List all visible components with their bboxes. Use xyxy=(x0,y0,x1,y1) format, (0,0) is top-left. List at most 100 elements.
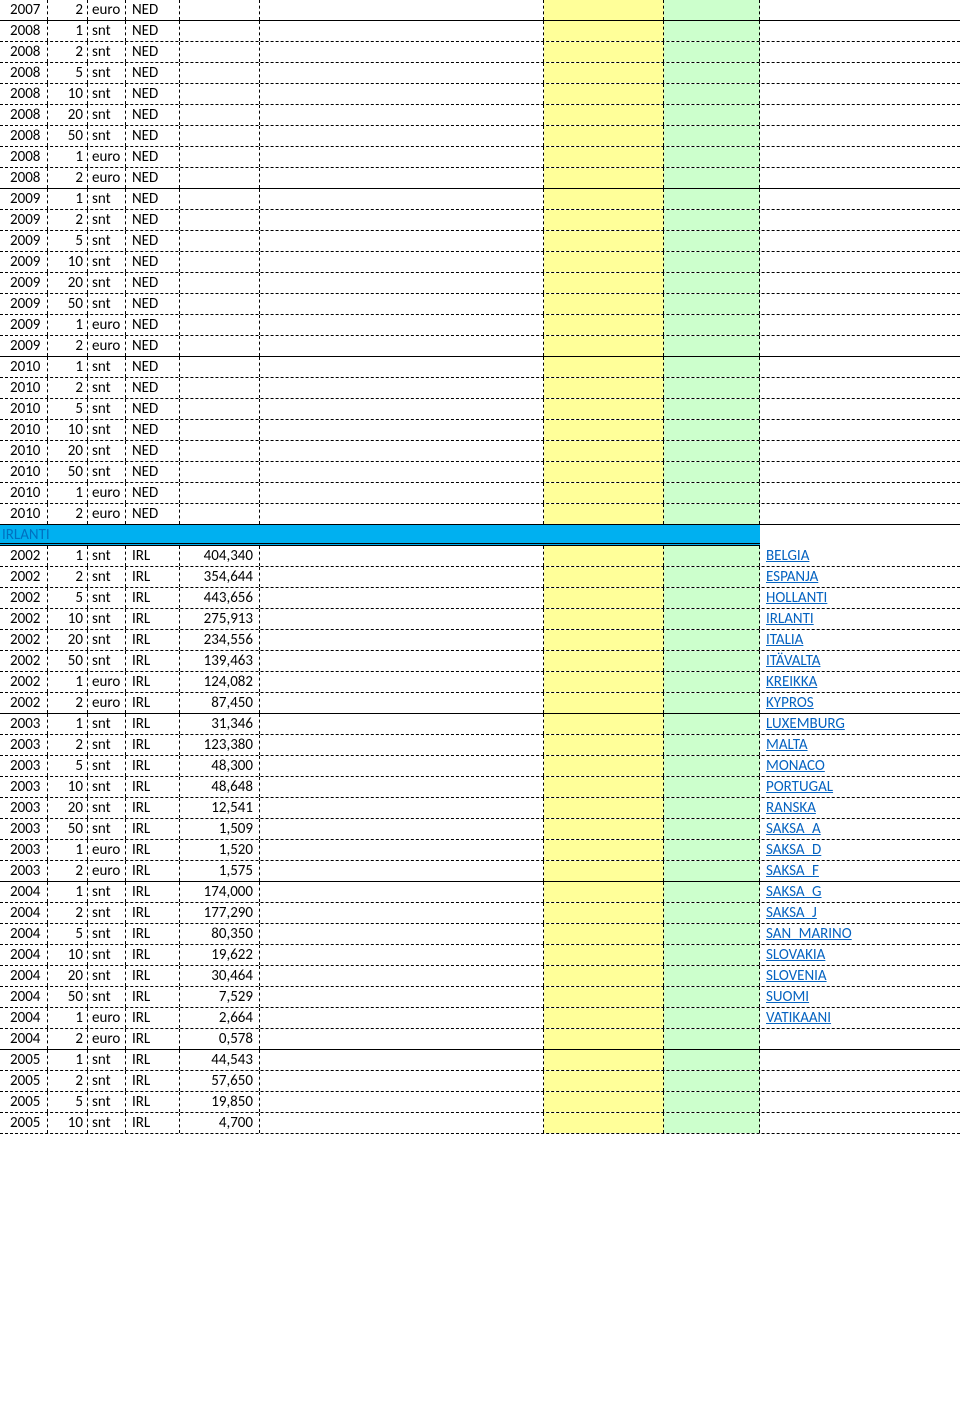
cell-green xyxy=(664,777,760,797)
cell-value: 50 xyxy=(48,987,88,1007)
cell-green xyxy=(664,294,760,314)
country-link[interactable]: SAKSA_F xyxy=(766,862,819,880)
cell-year: 2009 xyxy=(0,315,48,335)
cell-link xyxy=(760,504,960,524)
cell-value: 10 xyxy=(48,609,88,629)
table-row: 20021sntIRL404,340BELGIA xyxy=(0,546,960,567)
cell-code: IRL xyxy=(126,882,180,902)
cell-year: 2003 xyxy=(0,735,48,755)
country-link[interactable]: SUOMI xyxy=(766,988,809,1006)
cell-gap xyxy=(260,315,544,335)
cell-gap xyxy=(260,903,544,923)
cell-value: 2 xyxy=(48,336,88,356)
cell-yellow xyxy=(544,1029,664,1049)
cell-value: 10 xyxy=(48,84,88,104)
cell-amount: 404,340 xyxy=(180,546,260,566)
table-row: 20045sntIRL80,350SAN_MARINO xyxy=(0,924,960,945)
cell-gap xyxy=(260,483,544,503)
country-link[interactable]: ITALIA xyxy=(766,631,803,649)
cell-code: IRL xyxy=(126,588,180,608)
cell-value: 2 xyxy=(48,42,88,62)
cell-gap xyxy=(260,336,544,356)
cell-amount: 1,520 xyxy=(180,840,260,860)
country-link[interactable]: SLOVAKIA xyxy=(766,946,825,964)
cell-code: NED xyxy=(126,147,180,167)
table-row: 20085sntNED xyxy=(0,63,960,84)
cell-unit: snt xyxy=(88,1050,126,1070)
cell-link xyxy=(760,1113,960,1133)
country-link[interactable]: ESPANJA xyxy=(766,568,818,586)
cell-green xyxy=(664,231,760,251)
country-link[interactable]: SAKSA_G xyxy=(766,883,822,901)
country-link[interactable]: HOLLANTI xyxy=(766,589,827,607)
cell-gap xyxy=(260,1008,544,1028)
cell-yellow xyxy=(544,357,664,377)
cell-gap xyxy=(260,840,544,860)
cell-year: 2010 xyxy=(0,483,48,503)
cell-unit: snt xyxy=(88,357,126,377)
cell-green xyxy=(664,210,760,230)
cell-green xyxy=(664,1050,760,1070)
cell-code: NED xyxy=(126,126,180,146)
cell-link xyxy=(760,399,960,419)
cell-value: 1 xyxy=(48,672,88,692)
country-link[interactable]: IRLANTI xyxy=(766,610,814,628)
cell-unit: snt xyxy=(88,1092,126,1112)
cell-code: NED xyxy=(126,399,180,419)
cell-amount xyxy=(180,336,260,356)
cell-code: NED xyxy=(126,105,180,125)
cell-yellow xyxy=(544,252,664,272)
country-link[interactable]: VATIKAANI xyxy=(766,1009,831,1027)
table-row: 20082euroNED xyxy=(0,168,960,189)
cell-link xyxy=(760,1092,960,1112)
cell-unit: snt xyxy=(88,441,126,461)
cell-unit: euro xyxy=(88,861,126,881)
cell-green xyxy=(664,798,760,818)
cell-gap xyxy=(260,1050,544,1070)
country-link[interactable]: MONACO xyxy=(766,757,825,775)
cell-unit: snt xyxy=(88,189,126,209)
country-link[interactable]: LUXEMBURG xyxy=(766,715,845,733)
cell-gap xyxy=(260,168,544,188)
country-link[interactable]: SAN_MARINO xyxy=(766,925,852,943)
cell-unit: snt xyxy=(88,378,126,398)
cell-gap xyxy=(260,273,544,293)
cell-yellow xyxy=(544,0,664,20)
cell-year: 2008 xyxy=(0,168,48,188)
cell-yellow xyxy=(544,1113,664,1133)
table-row: 20052sntIRL57,650 xyxy=(0,1071,960,1092)
country-link[interactable]: RANSKA xyxy=(766,799,816,817)
cell-unit: euro xyxy=(88,168,126,188)
cell-green xyxy=(664,693,760,713)
cell-green xyxy=(664,672,760,692)
table-row: 20031sntIRL31,346LUXEMBURG xyxy=(0,714,960,735)
country-link[interactable]: SAKSA_A xyxy=(766,820,821,838)
cell-unit: snt xyxy=(88,252,126,272)
country-link[interactable]: MALTA xyxy=(766,736,808,754)
cell-amount: 57,650 xyxy=(180,1071,260,1091)
cell-value: 1 xyxy=(48,483,88,503)
cell-amount: 48,648 xyxy=(180,777,260,797)
cell-gap xyxy=(260,378,544,398)
country-link[interactable]: SLOVENIA xyxy=(766,967,827,985)
country-link[interactable]: KYPROS xyxy=(766,694,814,712)
cell-value: 2 xyxy=(48,168,88,188)
cell-code: IRL xyxy=(126,1008,180,1028)
cell-yellow xyxy=(544,1008,664,1028)
cell-yellow xyxy=(544,630,664,650)
country-link[interactable]: ITÄVALTA xyxy=(766,652,820,670)
cell-link xyxy=(760,462,960,482)
country-link[interactable]: BELGIA xyxy=(766,547,809,565)
cell-amount: 30,464 xyxy=(180,966,260,986)
cell-green xyxy=(664,630,760,650)
cell-gap xyxy=(260,546,544,566)
cell-yellow xyxy=(544,609,664,629)
country-link[interactable]: SAKSA_J xyxy=(766,904,817,922)
cell-year: 2004 xyxy=(0,924,48,944)
country-link[interactable]: KREIKKA xyxy=(766,673,817,691)
cell-link xyxy=(760,42,960,62)
cell-code: IRL xyxy=(126,987,180,1007)
country-link[interactable]: PORTUGAL xyxy=(766,778,833,796)
country-link[interactable]: SAKSA_D xyxy=(766,841,821,859)
cell-value: 2 xyxy=(48,378,88,398)
